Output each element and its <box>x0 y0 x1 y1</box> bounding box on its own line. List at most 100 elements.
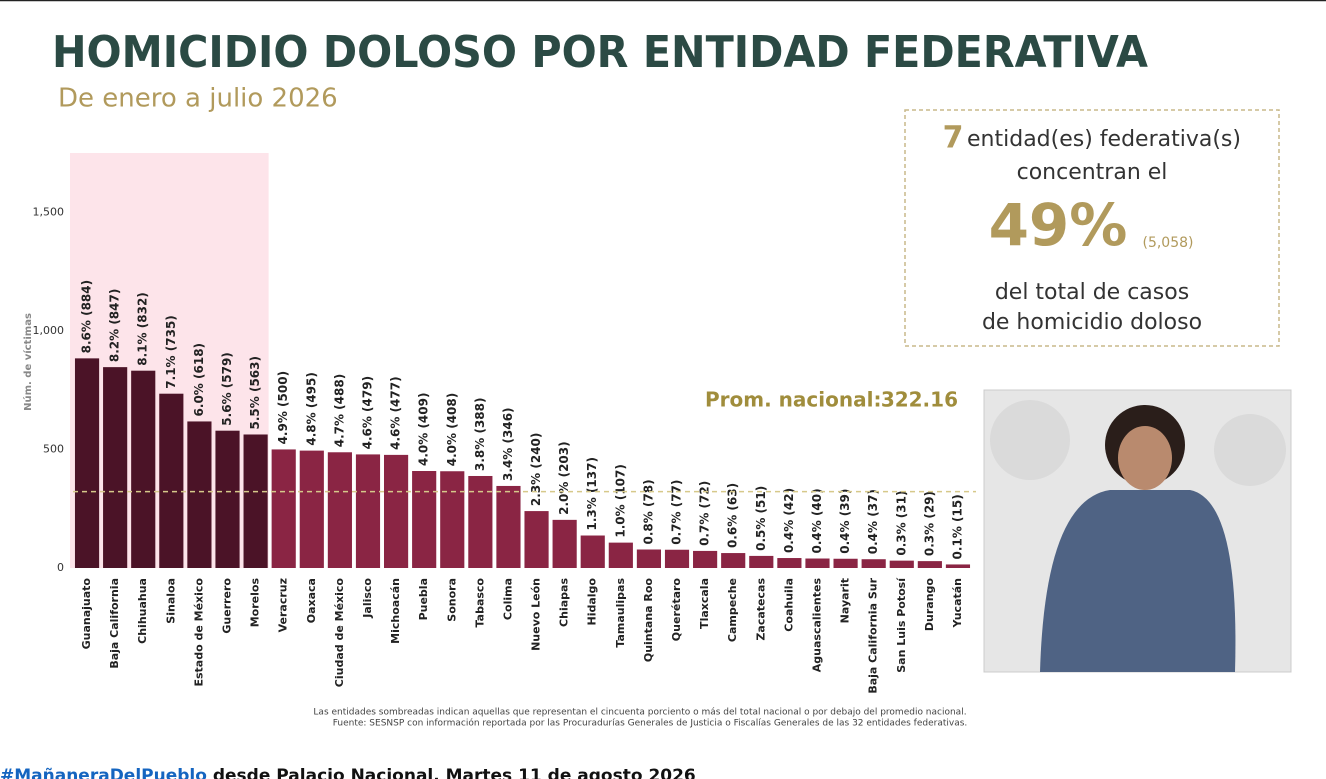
x-tick-label: Querétaro <box>670 578 683 642</box>
value-label: 4.6% (477) <box>389 376 403 449</box>
bar <box>187 421 212 568</box>
bar <box>243 434 268 568</box>
x-tick-label: Tamaulipas <box>614 578 627 648</box>
hashtag-link[interactable]: #MañaneraDelPueblo <box>0 766 207 779</box>
x-tick-label: Aguascalientes <box>810 578 823 673</box>
value-label: 3.4% (346) <box>501 407 515 480</box>
value-label: 0.8% (78) <box>641 479 655 544</box>
value-label: 7.1% (735) <box>164 315 178 388</box>
bar <box>103 367 128 568</box>
chart-subtitle: De enero a julio 2026 <box>58 84 338 114</box>
value-label: 2.3% (240) <box>529 433 543 506</box>
value-label: 8.1% (832) <box>136 292 150 365</box>
x-tick-label: Morelos <box>249 578 262 628</box>
summary-total: (5,058) <box>1142 235 1193 251</box>
pattern <box>1214 414 1286 486</box>
x-tick-label: Zacatecas <box>754 578 767 641</box>
y-tick-label: 1,000 <box>33 324 65 337</box>
average-label: Prom. nacional: <box>705 388 881 412</box>
x-tick-label: Nuevo León <box>530 578 543 651</box>
x-tick-label: Veracruz <box>277 578 290 632</box>
x-tick-label: Oaxaca <box>305 578 318 623</box>
y-tick-label: 1,500 <box>33 205 65 218</box>
bar <box>412 471 437 568</box>
bar <box>299 450 324 568</box>
bar <box>608 542 633 568</box>
summary-text: del total de casos <box>995 280 1189 305</box>
bar <box>355 454 381 568</box>
x-tick-label: Estado de México <box>192 578 205 687</box>
value-label: 6.0% (618) <box>192 343 206 416</box>
value-label: 0.4% (37) <box>866 489 880 554</box>
x-tick-label: Coahuila <box>782 578 795 632</box>
value-label: 0.3% (31) <box>894 491 908 556</box>
x-tick-label: Guerrero <box>221 578 234 634</box>
bar <box>917 561 942 568</box>
x-tick-label: Puebla <box>417 578 430 620</box>
x-tick-label: Chihuahua <box>136 578 149 644</box>
y-axis-label: Núm. de víctimas <box>22 313 34 411</box>
x-tick-label: Nayarit <box>839 578 852 623</box>
x-tick-label: Baja California <box>108 578 121 669</box>
bar <box>580 535 605 568</box>
y-tick-label: 0 <box>57 561 64 574</box>
bar <box>552 519 577 568</box>
video-title: #MañaneraDelPueblo desde Palacio Naciona… <box>0 766 696 779</box>
bar <box>833 558 858 568</box>
x-tick-label: Ciudad de México <box>333 578 346 688</box>
x-tick-label: Baja California Sur <box>867 577 880 693</box>
x-tick-label: Guanajuato <box>80 578 93 650</box>
chart-title: HOMICIDIO DOLOSO POR ENTIDAD FEDERATIVA <box>52 27 1148 78</box>
bar <box>524 511 549 568</box>
value-label: 0.6% (63) <box>726 483 740 548</box>
bar <box>327 452 352 568</box>
x-tick-label: Hidalgo <box>586 578 599 626</box>
x-tick-label: Campeche <box>726 578 739 642</box>
bar <box>945 564 971 568</box>
x-tick-label: Quintana Roo <box>642 578 655 663</box>
value-label: 0.7% (72) <box>698 481 712 546</box>
bar <box>468 475 493 568</box>
bar <box>777 558 802 568</box>
bar <box>74 358 100 568</box>
interpreter-body <box>1040 490 1236 672</box>
bar <box>889 560 914 568</box>
value-label: 0.4% (40) <box>810 488 824 553</box>
value-label: 0.4% (42) <box>782 488 796 553</box>
summary-text: de homicidio doloso <box>982 310 1202 335</box>
summary-count: 7 <box>943 121 964 156</box>
value-label: 0.4% (39) <box>838 489 852 554</box>
value-label: 4.0% (408) <box>445 393 459 466</box>
x-tick-label: San Luis Potosí <box>895 577 908 673</box>
x-tick-label: Michoacán <box>389 578 402 644</box>
x-tick-label: Tlaxcala <box>698 578 711 629</box>
bar <box>440 471 465 568</box>
x-tick-label: Colima <box>501 578 514 620</box>
bar <box>636 549 662 568</box>
value-label: 0.7% (77) <box>670 480 684 545</box>
x-tick-label: Yucatán <box>951 578 964 628</box>
bar <box>159 393 184 568</box>
bar <box>131 370 156 568</box>
footnote: Las entidades sombreadas indican aquella… <box>313 708 966 718</box>
value-label: 1.3% (137) <box>585 457 599 530</box>
value-label: 4.9% (500) <box>276 371 290 444</box>
value-label: 4.6% (479) <box>360 376 374 449</box>
bar <box>215 430 240 568</box>
value-label: 0.1% (15) <box>950 494 964 559</box>
bar <box>496 485 521 568</box>
x-tick-label: Tabasco <box>473 578 486 628</box>
value-label: 1.0% (107) <box>613 464 627 537</box>
summary-text: concentran el <box>1017 160 1168 185</box>
x-tick-label: Jalisco <box>361 578 374 619</box>
value-label: 3.8% (388) <box>473 398 487 471</box>
footnote: Fuente: SESNSP con información reportada… <box>333 718 968 729</box>
summary-percent: 49% <box>989 191 1128 259</box>
bar <box>383 454 409 568</box>
pattern <box>990 400 1070 480</box>
x-tick-label: Sonora <box>445 578 458 622</box>
summary-text: entidad(es) federativa(s) <box>967 127 1241 152</box>
value-label: 5.5% (563) <box>248 356 262 429</box>
value-label: 0.3% (29) <box>922 491 936 556</box>
